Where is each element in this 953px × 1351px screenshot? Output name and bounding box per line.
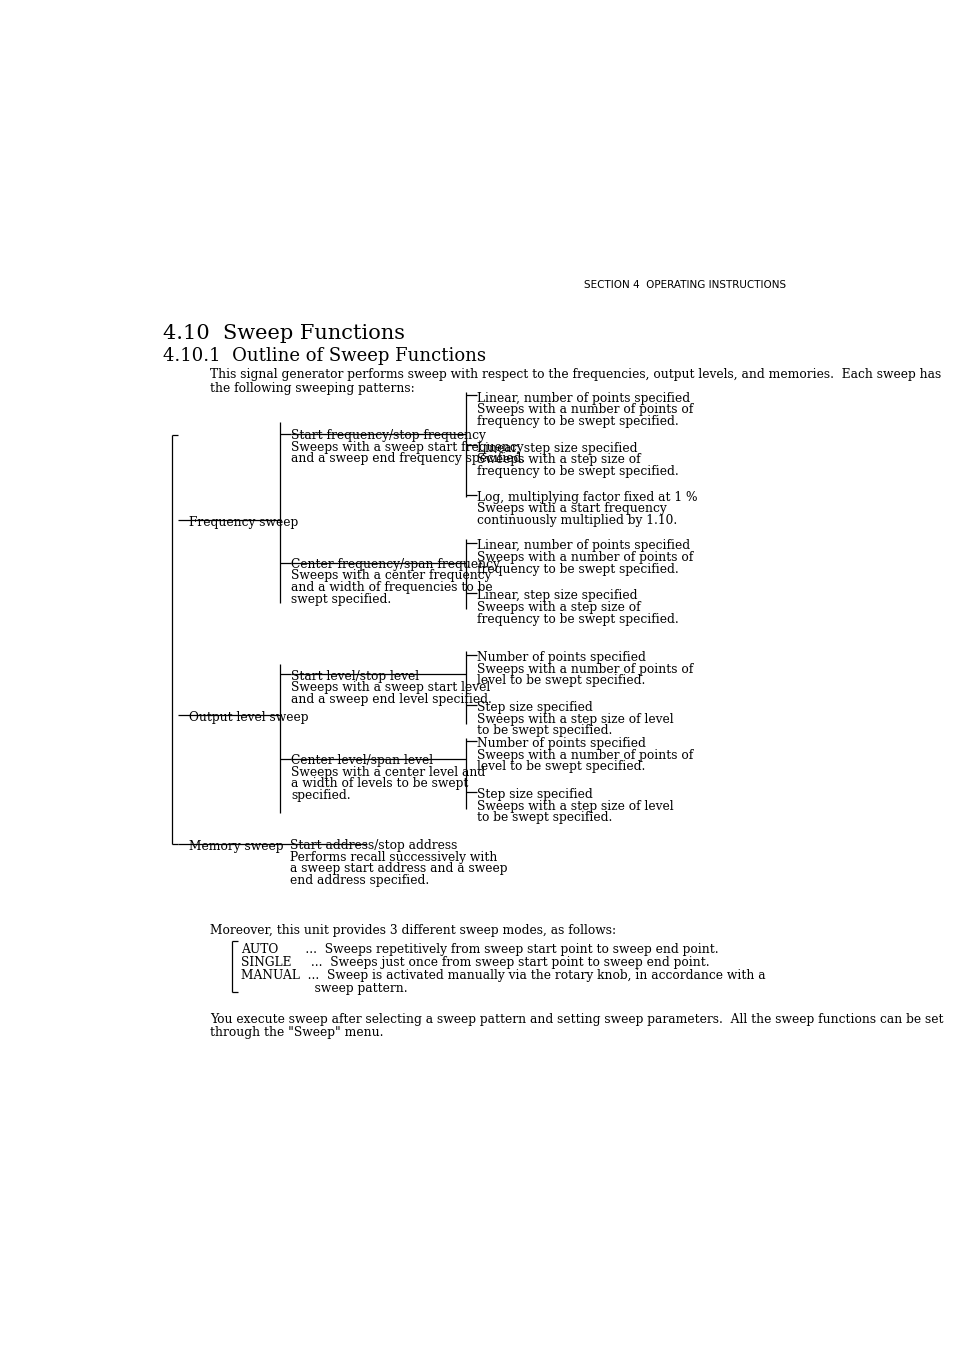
Text: Number of points specified: Number of points specified	[476, 738, 645, 750]
Text: frequency to be swept specified.: frequency to be swept specified.	[476, 415, 679, 428]
Text: Sweeps with a start frequency: Sweeps with a start frequency	[476, 503, 666, 516]
Text: MANUAL  ...  Sweep is activated manually via the rotary knob, in accordance with: MANUAL ... Sweep is activated manually v…	[241, 969, 764, 982]
Text: Start address/stop address: Start address/stop address	[290, 839, 456, 852]
Text: Linear, step size specified: Linear, step size specified	[476, 589, 638, 603]
Text: Linear, step size specified: Linear, step size specified	[476, 442, 638, 455]
Text: You execute sweep after selecting a sweep pattern and setting sweep parameters. : You execute sweep after selecting a swee…	[210, 1013, 943, 1025]
Text: Sweeps with a sweep start frequency: Sweeps with a sweep start frequency	[291, 440, 523, 454]
Text: specified.: specified.	[291, 789, 351, 802]
Text: Sweeps with a step size of level: Sweeps with a step size of level	[476, 800, 673, 813]
Text: a width of levels to be swept: a width of levels to be swept	[291, 777, 468, 790]
Text: Step size specified: Step size specified	[476, 701, 593, 715]
Text: Sweeps with a step size of: Sweeps with a step size of	[476, 453, 640, 466]
Text: Sweeps with a number of points of: Sweeps with a number of points of	[476, 662, 693, 676]
Text: Sweeps with a number of points of: Sweeps with a number of points of	[476, 748, 693, 762]
Text: Log, multiplying factor fixed at 1 %: Log, multiplying factor fixed at 1 %	[476, 490, 697, 504]
Text: frequency to be swept specified.: frequency to be swept specified.	[476, 562, 679, 576]
Text: Linear, number of points specified: Linear, number of points specified	[476, 539, 690, 553]
Text: SINGLE     ...  Sweeps just once from sweep start point to sweep end point.: SINGLE ... Sweeps just once from sweep s…	[241, 957, 709, 969]
Text: Sweeps with a number of points of: Sweeps with a number of points of	[476, 403, 693, 416]
Text: AUTO       ...  Sweeps repetitively from sweep start point to sweep end point.: AUTO ... Sweeps repetitively from sweep …	[241, 943, 718, 957]
Text: frequency to be swept specified.: frequency to be swept specified.	[476, 465, 679, 478]
Text: 4.10.1  Outline of Sweep Functions: 4.10.1 Outline of Sweep Functions	[163, 347, 486, 365]
Text: Center frequency/span frequency: Center frequency/span frequency	[291, 558, 499, 571]
Text: Sweeps with a center frequency: Sweeps with a center frequency	[291, 570, 492, 582]
Text: Sweeps with a step size of level: Sweeps with a step size of level	[476, 713, 673, 725]
Text: Sweeps with a step size of: Sweeps with a step size of	[476, 601, 640, 613]
Text: to be swept specified.: to be swept specified.	[476, 724, 612, 738]
Text: SECTION 4  OPERATING INSTRUCTIONS: SECTION 4 OPERATING INSTRUCTIONS	[583, 280, 785, 290]
Text: swept specified.: swept specified.	[291, 593, 391, 605]
Text: This signal generator performs sweep with respect to the frequencies, output lev: This signal generator performs sweep wit…	[210, 369, 941, 381]
Text: Start level/stop level: Start level/stop level	[291, 670, 419, 682]
Text: end address specified.: end address specified.	[290, 874, 429, 886]
Text: to be swept specified.: to be swept specified.	[476, 811, 612, 824]
Text: Memory sweep: Memory sweep	[189, 840, 283, 852]
Text: Number of points specified: Number of points specified	[476, 651, 645, 665]
Text: Moreover, this unit provides 3 different sweep modes, as follows:: Moreover, this unit provides 3 different…	[210, 924, 616, 938]
Text: and a sweep end frequency specified.: and a sweep end frequency specified.	[291, 453, 525, 465]
Text: frequency to be swept specified.: frequency to be swept specified.	[476, 612, 679, 626]
Text: level to be swept specified.: level to be swept specified.	[476, 674, 645, 688]
Text: Frequency sweep: Frequency sweep	[189, 516, 298, 530]
Text: the following sweeping patterns:: the following sweeping patterns:	[210, 381, 415, 394]
Text: 4.10  Sweep Functions: 4.10 Sweep Functions	[163, 324, 405, 343]
Text: Performs recall successively with: Performs recall successively with	[290, 851, 497, 863]
Text: Step size specified: Step size specified	[476, 788, 593, 801]
Text: Center level/span level: Center level/span level	[291, 754, 433, 767]
Text: and a width of frequencies to be: and a width of frequencies to be	[291, 581, 493, 594]
Text: Output level sweep: Output level sweep	[189, 711, 308, 724]
Text: Linear, number of points specified: Linear, number of points specified	[476, 392, 690, 404]
Text: a sweep start address and a sweep: a sweep start address and a sweep	[290, 862, 507, 875]
Text: through the "Sweep" menu.: through the "Sweep" menu.	[210, 1025, 383, 1039]
Text: continuously multiplied by 1.10.: continuously multiplied by 1.10.	[476, 513, 677, 527]
Text: and a sweep end level specified.: and a sweep end level specified.	[291, 693, 492, 705]
Text: Sweeps with a number of points of: Sweeps with a number of points of	[476, 551, 693, 563]
Text: Start frequency/stop frequency: Start frequency/stop frequency	[291, 430, 486, 442]
Text: sweep pattern.: sweep pattern.	[241, 982, 407, 996]
Text: level to be swept specified.: level to be swept specified.	[476, 761, 645, 773]
Text: Sweeps with a center level and: Sweeps with a center level and	[291, 766, 485, 778]
Text: Sweeps with a sweep start level: Sweeps with a sweep start level	[291, 681, 490, 694]
